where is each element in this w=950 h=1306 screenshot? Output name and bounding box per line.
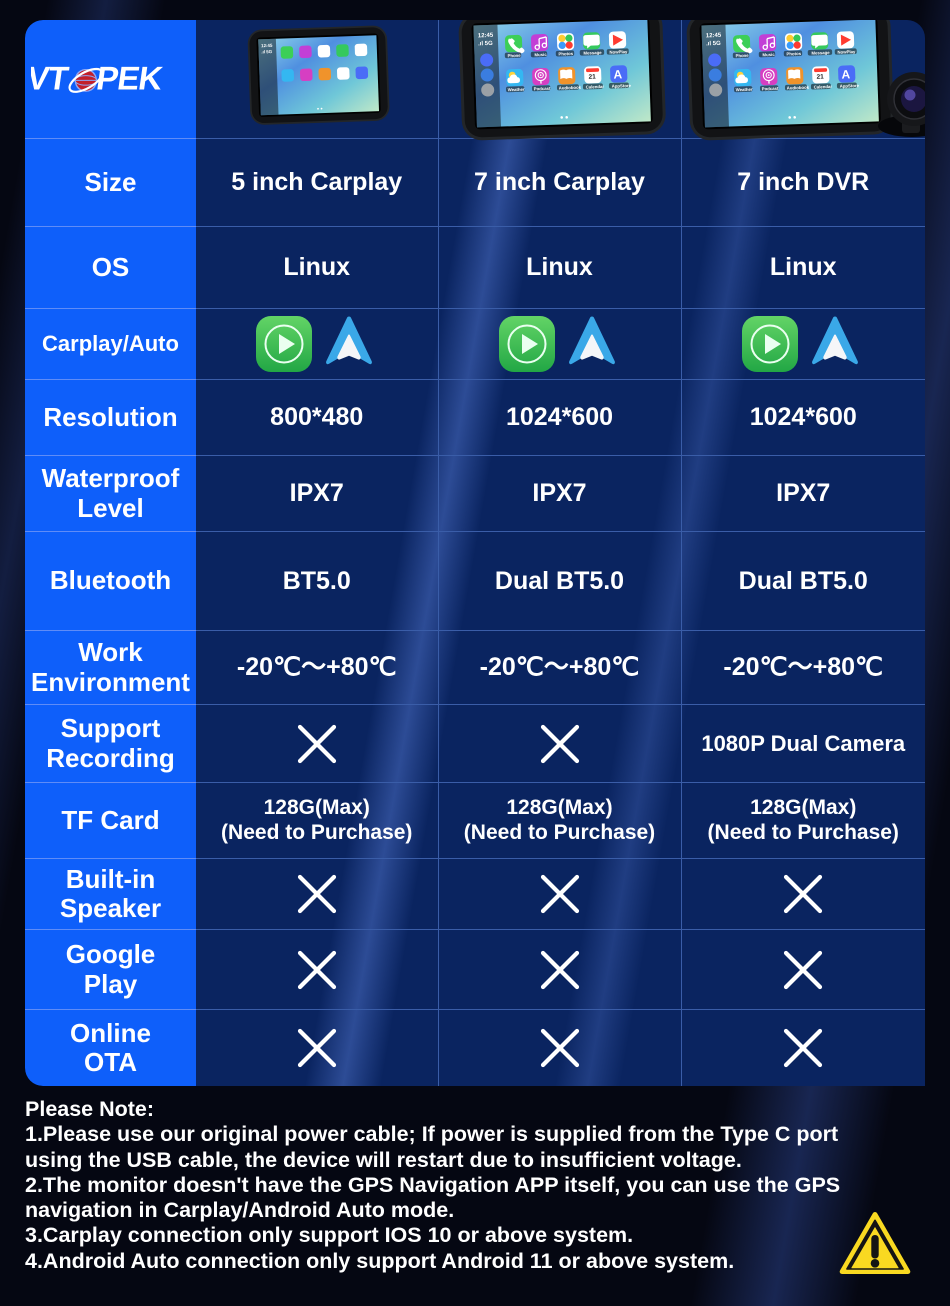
svg-text:Calendar: Calendar (813, 84, 832, 90)
svg-text:Weather: Weather (507, 87, 524, 93)
svg-text:21: 21 (588, 74, 596, 81)
svg-text:AppStore: AppStore (611, 83, 631, 89)
svg-text:Message: Message (583, 50, 602, 56)
svg-text:.ıl 5G: .ıl 5G (261, 49, 273, 54)
svg-text:.ıl 5G: .ıl 5G (478, 41, 493, 48)
svg-text:A: A (613, 67, 622, 81)
svg-text:Photos: Photos (786, 51, 801, 57)
svg-text:Phone: Phone (507, 53, 521, 58)
svg-text:Music: Music (534, 52, 547, 57)
svg-text:Photos: Photos (558, 51, 573, 57)
svg-text:Music: Music (762, 52, 775, 57)
svg-text:Weather: Weather (735, 87, 752, 93)
svg-text:AppStore: AppStore (839, 83, 859, 89)
svg-text:Audiobook: Audiobook (558, 85, 581, 91)
svg-text:Calendar: Calendar (585, 84, 604, 90)
svg-text:.ıl 5G: .ıl 5G (706, 41, 721, 48)
svg-text:Message: Message (811, 50, 830, 56)
svg-text:21: 21 (816, 74, 824, 81)
svg-text:Podcast: Podcast (761, 86, 778, 92)
svg-text:Audiobook: Audiobook (786, 85, 809, 91)
svg-text:NowPlay: NowPlay (609, 49, 628, 55)
svg-text:12:45: 12:45 (261, 43, 273, 48)
svg-text:PEK: PEK (93, 60, 164, 97)
svg-text:12:45: 12:45 (705, 33, 721, 40)
svg-text:NowPlay: NowPlay (837, 49, 856, 55)
svg-text:12:45: 12:45 (477, 33, 493, 40)
svg-text:Podcast: Podcast (533, 86, 550, 92)
svg-text:A: A (841, 67, 850, 81)
svg-text:Phone: Phone (735, 53, 749, 58)
svg-text:VT: VT (31, 60, 71, 97)
